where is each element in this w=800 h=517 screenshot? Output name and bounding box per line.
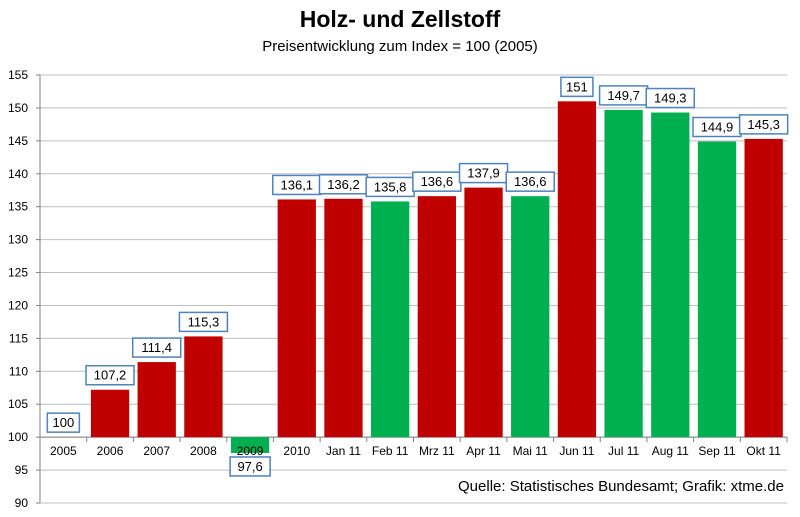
data-label: 107,2: [94, 368, 127, 383]
data-label: 149,7: [607, 88, 640, 103]
data-label: 135,8: [374, 179, 407, 194]
y-tick-labels: 90 95 100 105 110 115 120 125 130 135 140 145 150 155: [8, 68, 28, 510]
bar: [137, 362, 176, 438]
bar: [184, 336, 223, 438]
x-tick-label: Mrz 11: [419, 444, 455, 458]
y-tick-label: 95: [15, 463, 29, 477]
x-tick-label: Mai 11: [513, 444, 548, 458]
data-label: 136,2: [327, 177, 360, 192]
data-label-box: [178, 311, 229, 333]
data-label: 97,6: [237, 459, 262, 474]
data-label-box: [738, 114, 789, 135]
y-tick-label: 120: [8, 298, 28, 312]
x-tick-label: Apr 11: [466, 444, 501, 458]
y-tick-label: 155: [8, 68, 28, 82]
chart-title: Holz- und Zellstoff: [299, 6, 501, 32]
x-tick-label: Feb 11: [372, 444, 409, 458]
data-label: 136,6: [514, 174, 547, 189]
source-note: Quelle: Statistisches Bundesamt; Grafik:…: [458, 478, 784, 495]
y-tick-label: 105: [8, 397, 28, 411]
x-tick-label: 2007: [143, 444, 170, 458]
data-label-box: [505, 171, 555, 192]
y-tick-label: 130: [8, 233, 28, 247]
bar: [277, 199, 316, 438]
bar: [230, 437, 270, 453]
bar: [371, 201, 410, 438]
data-label: 111,4: [141, 340, 172, 355]
data-label: 151: [566, 79, 588, 94]
y-tick-label: 90: [15, 496, 29, 510]
data-labels: 100 107,2 111,4 115,3 97,6 136,1 136,2 135,8 136…: [46, 76, 789, 477]
bar: [464, 187, 503, 438]
data-label-box: [645, 87, 696, 109]
bar: [557, 101, 597, 438]
y-tick-label: 145: [8, 134, 28, 148]
x-tick-label: Aug 11: [652, 444, 689, 458]
y-tick-label: 115: [9, 331, 28, 345]
y-tick-label: 150: [8, 101, 28, 115]
data-label: 100: [52, 415, 74, 430]
bar: [697, 141, 737, 438]
x-tick-labels: 2005 2006 2007 2008 2009 2010 Jan 11 Feb 11 Mrz …: [50, 444, 781, 458]
data-label-box: [46, 412, 81, 433]
data-label: 115,3: [188, 314, 220, 329]
bar: [651, 112, 690, 438]
x-tick-label: Sep 11: [698, 444, 735, 458]
bar: [90, 389, 130, 438]
x-tick-label: 2005: [50, 444, 77, 458]
bar: [324, 198, 363, 438]
data-label-box: [560, 76, 594, 98]
y-tick-label: 135: [8, 200, 28, 214]
x-tick-label: Jan 11: [326, 444, 361, 458]
x-tick-label: 2008: [190, 444, 217, 458]
data-label: 137,9: [467, 166, 500, 181]
data-label-box: [85, 364, 135, 386]
x-tick-label: 2009: [237, 444, 264, 458]
bar: [604, 109, 643, 438]
x-tick-label: 2006: [97, 444, 124, 458]
data-label: 145,3: [747, 117, 780, 132]
x-tick-label: Jul 11: [608, 444, 639, 458]
data-label: 136,1: [281, 177, 314, 192]
y-tick-label: 110: [9, 364, 28, 378]
data-label: 136,6: [421, 174, 454, 189]
y-tick-label: 125: [8, 266, 28, 280]
bar: [511, 196, 550, 438]
data-label-box: [131, 337, 182, 358]
x-tick-label: 2010: [283, 444, 310, 458]
data-label: 144,9: [701, 120, 734, 135]
chart-subtitle: Preisentwicklung zum Index = 100 (2005): [262, 38, 538, 55]
bar: [417, 196, 456, 438]
y-tick-label: 100: [8, 430, 28, 444]
x-tick-label: Okt 11: [746, 444, 781, 458]
data-label: 149,3: [654, 91, 687, 106]
y-tick-label: 140: [8, 167, 28, 181]
data-label-box: [229, 456, 271, 477]
bar: [744, 138, 783, 438]
bars: [90, 101, 783, 453]
x-tick-label: Jun 11: [559, 444, 594, 458]
